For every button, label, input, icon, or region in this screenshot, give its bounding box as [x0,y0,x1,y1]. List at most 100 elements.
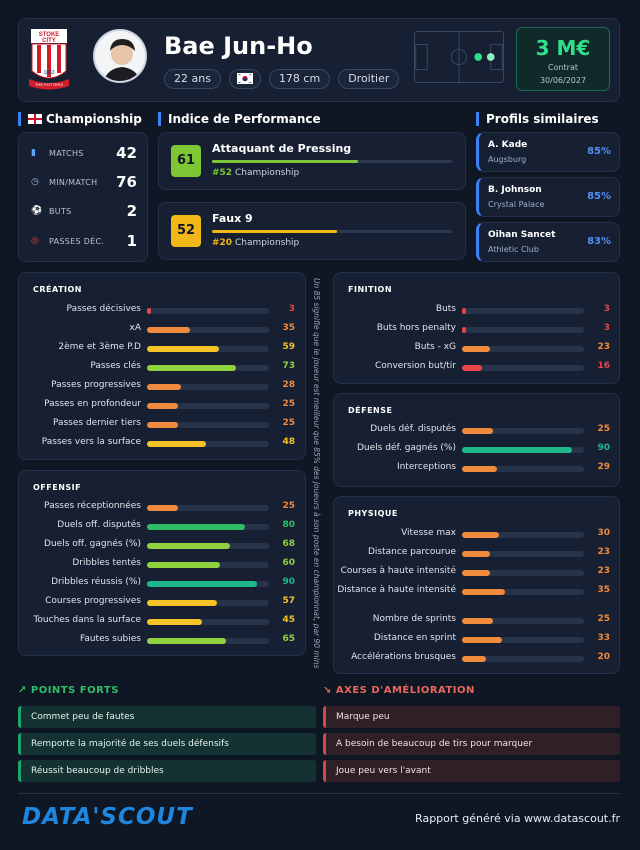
strength-item: Réussit beaucoup de dribbles [18,760,316,782]
stat-label: PASSES DÉC. [49,237,105,246]
stat-row: ◷ MIN/MATCH 76 [19,168,149,196]
metric-label: Duels déf. gagnés (%) [356,443,456,453]
metric-bar-fill [147,543,230,549]
metric-row: Accélérations brusques 20 [334,652,619,666]
similar-player-name: A. Kade [488,140,528,150]
metric-row: Dribbles tentés 60 [19,558,305,572]
metric-value: 35 [597,585,610,595]
similar-profile-card[interactable]: A. Kade Augsburg 85% [476,132,620,172]
metric-row: Courses à haute intensité 23 [334,566,619,580]
strength-item: Commet peu de fautes [18,706,316,728]
footer-divider [18,793,620,794]
metric-bar-fill [147,346,219,352]
metric-value: 25 [282,501,295,511]
metric-value: 3 [603,323,610,333]
metric-row: Buts - xG 23 [334,342,619,356]
shirt-icon: ▮ [31,148,36,158]
metric-label: Vitesse max [401,528,456,538]
metric-row: xA 35 [19,323,305,337]
ball-icon: ⚽ [31,206,43,216]
league-stats-title-text: Championship [46,112,142,126]
metric-label: Distance parcourue [367,547,456,557]
performance-rank-league: Championship [234,238,300,248]
contract-label: Contrat [547,63,578,72]
metric-bar [147,327,269,333]
metric-value: 65 [282,634,295,644]
trend-down-icon: ↘ [323,685,336,696]
metric-bar-fill [147,422,178,428]
england-flag-icon [28,114,42,124]
similarity-percentage: 85% [587,191,611,202]
metric-bar [462,447,584,453]
stat-label: BUTS [49,207,72,216]
metric-value: 30 [597,528,610,538]
metric-bar [462,551,584,557]
performance-card: 52 Faux 9 #20 Championship [158,202,466,260]
performance-bar-fill [212,230,337,233]
metric-value: 57 [282,596,295,606]
performance-score: 61 [171,145,201,177]
metric-label: Passes réceptionnées [44,501,141,511]
metric-bar [462,570,584,576]
metric-value: 33 [597,633,610,643]
similar-player-name: Oihan Sancet [488,230,556,240]
metric-bar-fill [147,441,206,447]
league-stats-panel: ▮ MATCHS 42 ◷ MIN/MATCH 76 ⚽ BUTS 2 ◎ PA… [18,132,148,262]
metric-label: Distance en sprint [373,633,456,643]
svg-text:STOKE: STOKE [39,32,60,38]
metric-label: Buts - xG [414,342,456,352]
creation-title: CRÉATION [33,285,82,294]
metric-bar [147,441,269,447]
metric-label: Courses progressives [45,596,141,606]
metric-bar [462,327,584,333]
metric-bar [462,346,584,352]
similar-player-club: Crystal Palace [488,200,545,209]
metric-value: 28 [282,380,295,390]
metric-bar-fill [147,308,151,314]
metric-label: Accélérations brusques [351,652,456,662]
market-value: 3 M€ [535,36,591,60]
metric-value: 23 [597,342,610,352]
metric-bar-fill [462,618,493,624]
metric-row: Dribbles réussis (%) 90 [19,577,305,591]
metric-bar [462,589,584,595]
improvements-title-text: AXES D'AMÉLIORATION [335,685,475,696]
metric-bar-fill [462,365,482,371]
metric-bar [462,532,584,538]
metric-row: Nombre de sprints 25 [334,614,619,628]
player-name: Bae Jun-Ho [164,32,313,60]
metric-value: 90 [282,577,295,587]
finishing-panel: FINITION Buts 3 Buts hors penalty 3 Buts - x… [333,272,620,384]
league-stats-title: Championship [18,112,142,126]
target-icon: ◎ [31,236,39,246]
metric-row: Passes clés 73 [19,361,305,375]
metric-row: Duels off. gagnés (%) 68 [19,539,305,553]
metric-label: Dribbles tentés [72,558,141,568]
metric-value: 80 [282,520,295,530]
stat-row: ▮ MATCHS 42 [19,139,149,167]
metric-row: Passes en profondeur 25 [19,399,305,413]
similar-profile-card[interactable]: B. Johnson Crystal Palace 85% [476,177,620,217]
metric-row: Distance parcourue 23 [334,547,619,561]
metric-bar [147,308,269,314]
performance-card: 61 Attaquant de Pressing #52 Championshi… [158,132,466,190]
position-pitch-icon [414,31,504,83]
stat-value: 76 [116,173,137,191]
metric-row: Distance à haute intensité 35 [334,585,619,599]
metric-label: Duels off. disputés [57,520,141,530]
metric-bar [147,422,269,428]
metric-bar-fill [147,327,190,333]
metric-bar [147,638,269,644]
metric-label: Dribbles réussis (%) [51,577,141,587]
metric-value: 59 [282,342,295,352]
metric-bar-fill [462,637,503,643]
finishing-title: FINITION [348,285,393,294]
metric-value: 23 [597,566,610,576]
metric-bar-fill [147,619,202,625]
metric-bar-fill [462,589,505,595]
metric-row: Passes réceptionnées 25 [19,501,305,515]
metric-row: Passes dernier tiers 25 [19,418,305,432]
similar-profile-card[interactable]: Oihan Sancet Athletic Club 83% [476,222,620,262]
metric-value: 25 [597,424,610,434]
stat-label: MATCHS [49,149,84,158]
